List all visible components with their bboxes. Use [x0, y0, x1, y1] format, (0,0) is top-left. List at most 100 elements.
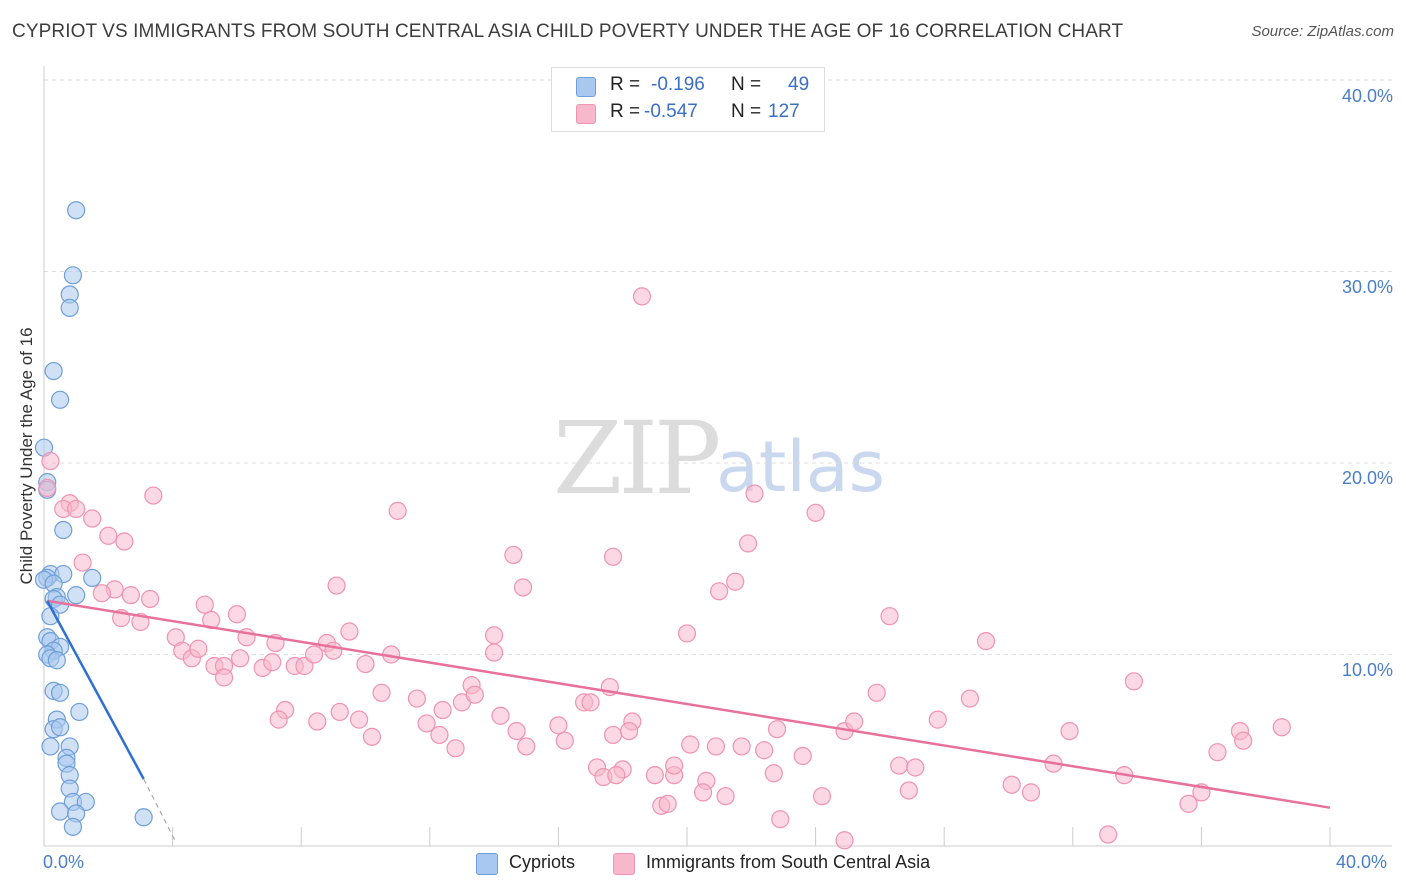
immigrants-point-0	[41, 451, 60, 471]
immigrants-point-22	[189, 639, 208, 658]
immigrants-point-114	[1060, 721, 1079, 741]
immigrants-point-33	[304, 645, 324, 664]
immigrants-point-92	[745, 484, 764, 503]
immigrants-point-26	[214, 668, 234, 687]
legend-n-label: N =	[731, 74, 762, 95]
immigrants-point-58	[485, 643, 504, 662]
immigrants-point-93	[755, 741, 774, 760]
immigrants-point-11	[92, 584, 111, 603]
immigrants-point-5	[83, 509, 102, 528]
cypriots-point-3	[60, 298, 79, 317]
watermark-atlas: atlas	[716, 426, 886, 508]
immigrants-point-52	[446, 739, 465, 758]
immigrants-point-97	[793, 746, 812, 766]
immigrants-point-61	[504, 545, 523, 565]
y-tick-label-30: 30.0%	[1341, 277, 1393, 297]
immigrants-point-118	[1179, 794, 1198, 813]
immigrants-point-45	[269, 710, 288, 729]
immigrants-point-115	[1099, 825, 1118, 844]
immigrants-point-76	[632, 287, 652, 306]
immigrants-point-110	[976, 631, 996, 651]
immigrants-point-9	[99, 526, 118, 545]
immigrants-point-63	[549, 716, 568, 735]
immigrants-point-83	[677, 624, 697, 643]
trend-line-cypriots	[46, 600, 145, 780]
immigrants-point-96	[767, 720, 787, 739]
immigrants-point-66	[581, 693, 600, 712]
watermark-zip: ZIP	[553, 400, 721, 517]
legend-n-value-immigrants: 127	[768, 101, 800, 122]
legend-swatch-immigrants	[613, 853, 635, 875]
immigrants-point-103	[867, 683, 886, 702]
trend-line-cypriots-extension	[143, 778, 177, 843]
immigrants-point-36	[340, 622, 359, 641]
immigrants-point-47	[349, 710, 369, 729]
cypriots-point-30	[70, 702, 89, 722]
y-tick-label-40: 40.0%	[1341, 86, 1393, 106]
immigrants-point-48	[362, 727, 382, 746]
immigrants-point-104	[880, 607, 899, 626]
immigrants-point-6	[144, 486, 163, 505]
legend-r-value-cypriots: -0.196	[651, 74, 705, 95]
immigrants-point-1	[38, 478, 57, 497]
legend-label-cypriots: Cypriots	[509, 852, 576, 872]
cypriots-point-9	[54, 520, 73, 540]
cypriots-point-5	[50, 390, 70, 409]
cypriots-point-42	[50, 802, 70, 821]
series-cypriots	[34, 201, 153, 836]
immigrants-point-59	[507, 721, 526, 741]
immigrants-point-23	[231, 649, 250, 668]
axes	[43, 66, 1392, 847]
immigrants-point-13	[140, 589, 160, 609]
legend-swatch-immigrants	[576, 104, 596, 124]
immigrants-point-94	[764, 764, 783, 783]
cypriots-point-0	[67, 201, 86, 220]
immigrants-point-91	[738, 534, 758, 553]
trend-lines	[46, 599, 1331, 843]
immigrants-point-56	[491, 706, 510, 725]
immigrants-point-55	[465, 685, 484, 704]
immigrants-point-8	[115, 532, 134, 551]
cypriots-point-15	[83, 568, 102, 588]
immigrants-point-35	[324, 641, 343, 660]
series-immigrants	[38, 287, 1291, 850]
immigrants-point-123	[1272, 718, 1291, 737]
legend-swatch-cypriots	[576, 77, 596, 97]
y-tick-label-20: 20.0%	[1341, 468, 1393, 488]
immigrants-point-111	[1002, 775, 1021, 794]
legend-n-label: N =	[731, 101, 762, 122]
legend-label-immigrants: Immigrants from South Central Asia	[646, 852, 931, 872]
immigrants-point-87	[716, 787, 735, 806]
immigrants-point-80	[681, 735, 700, 754]
trend-line-immigrants	[47, 599, 1331, 809]
source-label: Source: ZipAtlas.com	[1251, 23, 1394, 40]
immigrants-point-85	[693, 783, 713, 802]
cypriots-point-29	[50, 683, 70, 702]
immigrants-point-99	[806, 503, 825, 522]
legend-n-value-cypriots: 49	[788, 74, 810, 95]
immigrants-point-46	[308, 712, 327, 731]
immigrants-point-50	[433, 700, 452, 720]
immigrants-point-109	[960, 689, 980, 708]
cypriots-point-45	[63, 817, 83, 836]
immigrants-point-112	[1021, 783, 1041, 802]
immigrants-point-43	[330, 702, 349, 722]
cypriots-point-34	[41, 737, 60, 756]
immigrants-point-29	[263, 653, 282, 672]
immigrants-point-102	[835, 831, 854, 850]
x-tick-label-max: 40.0%	[1336, 852, 1388, 872]
cypriots-point-18	[67, 586, 86, 605]
cypriots-point-4	[44, 361, 63, 381]
immigrants-point-86	[706, 737, 726, 756]
immigrants-point-75	[620, 721, 639, 741]
legend-r-value-immigrants: -0.547	[644, 101, 698, 122]
immigrants-point-120	[1208, 743, 1227, 762]
immigrants-point-82	[658, 794, 677, 813]
immigrants-point-41	[407, 689, 427, 708]
immigrants-point-81	[665, 756, 684, 775]
legend-swatch-cypriots	[476, 853, 498, 875]
immigrants-point-62	[513, 578, 533, 597]
immigrants-point-70	[603, 547, 623, 566]
immigrants-point-16	[195, 595, 214, 614]
immigrants-point-88	[732, 737, 751, 756]
